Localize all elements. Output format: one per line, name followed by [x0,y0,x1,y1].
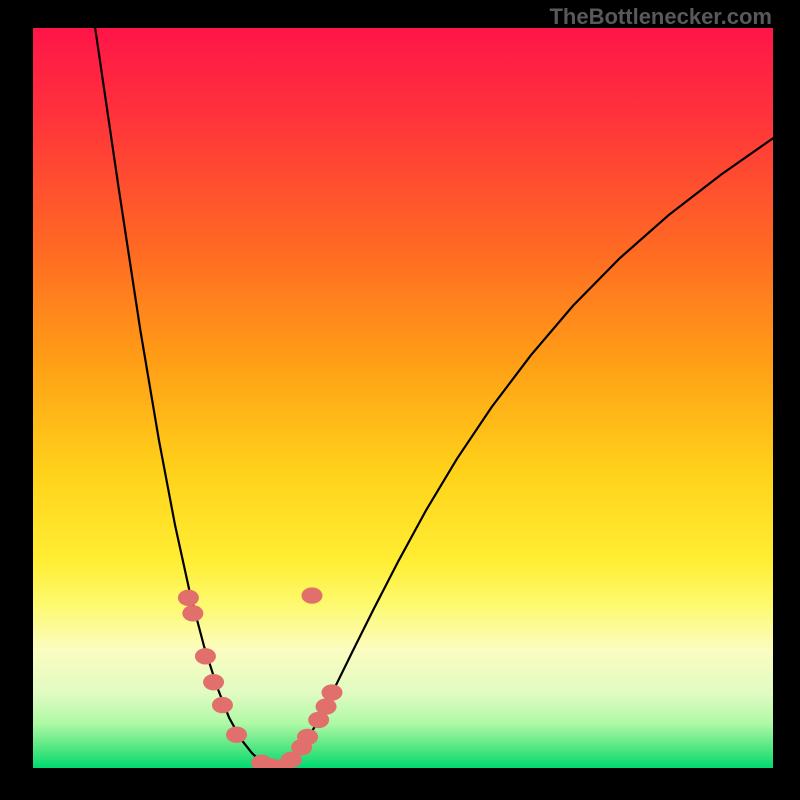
data-marker [316,698,337,714]
data-marker [226,727,247,743]
watermark-label: TheBottlenecker.com [549,4,772,30]
data-marker [297,729,318,745]
data-marker [182,605,203,621]
data-marker [195,648,216,664]
gradient-background [33,28,773,768]
data-marker [301,587,322,603]
data-marker [203,674,224,690]
data-marker [321,684,342,700]
plot-area [33,28,773,768]
data-marker [212,697,233,713]
bottleneck-chart [33,28,773,768]
data-marker [178,590,199,606]
